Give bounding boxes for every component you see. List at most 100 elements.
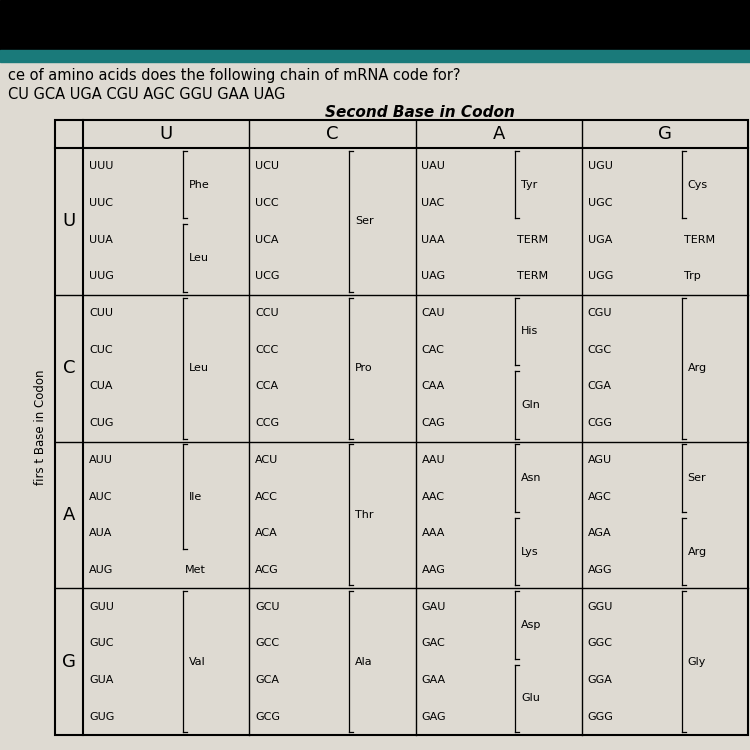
Text: CGA: CGA: [588, 382, 612, 392]
Text: ACA: ACA: [255, 528, 278, 538]
Text: ACU: ACU: [255, 454, 278, 465]
Text: UUG: UUG: [89, 272, 114, 281]
Text: CAG: CAG: [422, 419, 446, 428]
Text: U: U: [160, 125, 172, 143]
Text: U: U: [62, 212, 76, 230]
Text: CGC: CGC: [588, 345, 612, 355]
Text: Second Base in Codon: Second Base in Codon: [325, 105, 515, 120]
Text: GGG: GGG: [588, 712, 613, 722]
Text: GAA: GAA: [422, 675, 446, 685]
Text: AUU: AUU: [89, 454, 112, 465]
Text: CU GCA UGA CGU AGC GGU GAA UAG: CU GCA UGA CGU AGC GGU GAA UAG: [8, 87, 285, 102]
Text: Ser: Ser: [688, 473, 706, 483]
Text: UUU: UUU: [89, 161, 113, 171]
Text: Leu: Leu: [189, 253, 209, 263]
Text: CAU: CAU: [422, 308, 445, 318]
Text: G: G: [62, 652, 76, 670]
Text: CCC: CCC: [255, 345, 278, 355]
Text: GGU: GGU: [588, 602, 613, 611]
Text: firs t Base in Codon: firs t Base in Codon: [34, 370, 47, 485]
Text: GCG: GCG: [255, 712, 280, 722]
Text: UCG: UCG: [255, 272, 280, 281]
Text: GCC: GCC: [255, 638, 279, 648]
Text: GAG: GAG: [422, 712, 446, 722]
Text: AGC: AGC: [588, 491, 611, 502]
Text: AAG: AAG: [422, 565, 446, 575]
Text: CCG: CCG: [255, 419, 279, 428]
Text: Arg: Arg: [688, 363, 706, 374]
Text: GGC: GGC: [588, 638, 613, 648]
Bar: [55, 120, 748, 735]
Text: AAA: AAA: [422, 528, 445, 538]
Text: AGG: AGG: [588, 565, 612, 575]
Text: Tyr: Tyr: [521, 180, 538, 190]
Text: CUA: CUA: [89, 382, 112, 392]
Text: UCA: UCA: [255, 235, 279, 244]
Text: AAC: AAC: [422, 491, 445, 502]
Text: C: C: [63, 359, 75, 377]
Text: AUG: AUG: [89, 565, 113, 575]
Text: GUA: GUA: [89, 675, 113, 685]
Text: Thr: Thr: [355, 510, 374, 520]
Text: Asp: Asp: [521, 620, 542, 630]
Text: UUC: UUC: [89, 198, 113, 208]
Text: Gly: Gly: [688, 657, 706, 667]
Text: GGA: GGA: [588, 675, 613, 685]
Text: TERM: TERM: [518, 235, 548, 244]
Text: Pro: Pro: [355, 363, 373, 374]
Text: Ile: Ile: [189, 491, 202, 502]
Text: CUG: CUG: [89, 419, 113, 428]
Text: GUG: GUG: [89, 712, 114, 722]
Text: ACC: ACC: [255, 491, 278, 502]
Bar: [0, 50, 750, 62]
Text: Glu: Glu: [521, 693, 540, 703]
Text: Lys: Lys: [521, 547, 538, 556]
Text: CAA: CAA: [422, 382, 445, 392]
Text: TERM: TERM: [683, 235, 715, 244]
Text: AUC: AUC: [89, 491, 112, 502]
Text: CCU: CCU: [255, 308, 279, 318]
Text: ce of amino acids does the following chain of mRNA code for?: ce of amino acids does the following cha…: [8, 68, 460, 83]
Text: His: His: [521, 326, 538, 337]
Text: G: G: [658, 125, 672, 143]
Text: AGA: AGA: [588, 528, 611, 538]
Text: Asn: Asn: [521, 473, 542, 483]
Text: A: A: [63, 506, 75, 524]
Text: CCA: CCA: [255, 382, 278, 392]
Text: AUA: AUA: [89, 528, 112, 538]
Text: GAC: GAC: [422, 638, 446, 648]
Text: AAU: AAU: [422, 454, 446, 465]
Text: GCU: GCU: [255, 602, 280, 611]
Text: Val: Val: [189, 657, 206, 667]
Text: CGU: CGU: [588, 308, 612, 318]
Text: GAU: GAU: [422, 602, 446, 611]
Text: UAC: UAC: [422, 198, 445, 208]
Text: UAA: UAA: [422, 235, 446, 244]
Text: Cys: Cys: [688, 180, 708, 190]
Text: GCA: GCA: [255, 675, 279, 685]
Text: AGU: AGU: [588, 454, 612, 465]
Text: UAU: UAU: [422, 161, 446, 171]
Text: C: C: [326, 125, 339, 143]
Text: CAC: CAC: [422, 345, 444, 355]
Text: CUC: CUC: [89, 345, 112, 355]
Text: A: A: [493, 125, 505, 143]
Text: TERM: TERM: [518, 272, 548, 281]
Text: UAG: UAG: [422, 272, 446, 281]
Text: UGG: UGG: [588, 272, 613, 281]
Text: Met: Met: [184, 565, 206, 575]
Text: UGU: UGU: [588, 161, 613, 171]
Text: UCU: UCU: [255, 161, 279, 171]
Text: Leu: Leu: [189, 363, 209, 374]
Text: UUA: UUA: [89, 235, 112, 244]
Text: GUU: GUU: [89, 602, 114, 611]
Text: Gln: Gln: [521, 400, 540, 410]
Text: CUU: CUU: [89, 308, 113, 318]
Text: GUC: GUC: [89, 638, 113, 648]
Text: UGA: UGA: [588, 235, 612, 244]
Text: UGC: UGC: [588, 198, 612, 208]
Text: Ser: Ser: [355, 216, 374, 226]
Text: CGG: CGG: [588, 419, 613, 428]
Text: Trp: Trp: [683, 272, 700, 281]
Bar: [0, 0, 750, 50]
